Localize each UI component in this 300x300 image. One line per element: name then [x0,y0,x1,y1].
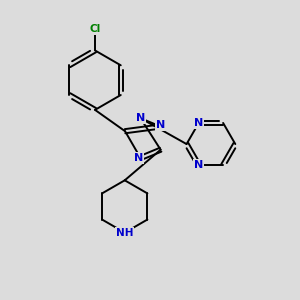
Text: N: N [136,113,145,123]
Text: N: N [134,153,143,163]
Text: N: N [194,160,203,170]
Text: Cl: Cl [89,24,100,34]
Text: NH: NH [116,228,134,238]
Text: N: N [156,120,165,130]
Text: N: N [194,118,203,128]
